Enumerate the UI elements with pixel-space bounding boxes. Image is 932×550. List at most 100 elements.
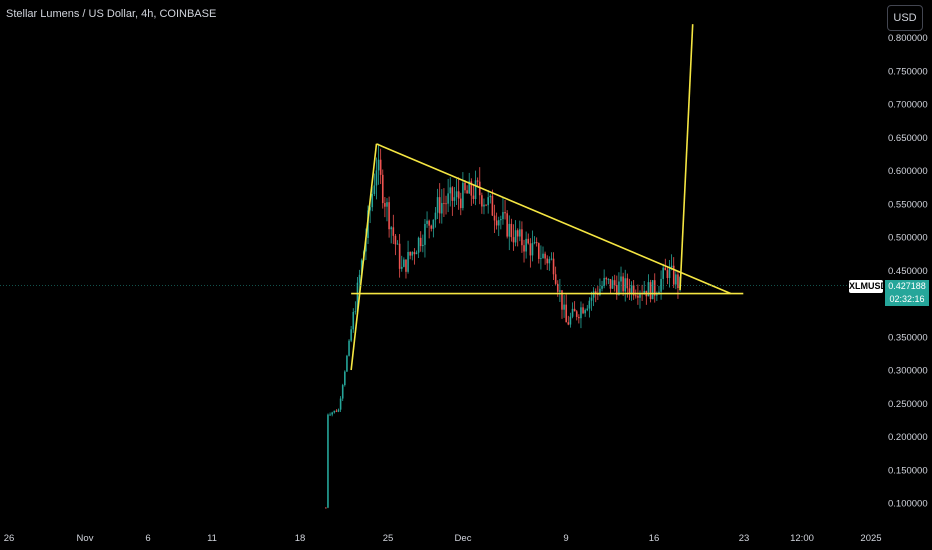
candle-body — [413, 252, 416, 255]
candle-body — [550, 258, 553, 260]
candle-body — [430, 225, 433, 229]
y-tick-label: 0.500000 — [888, 233, 928, 244]
candle-body — [624, 278, 627, 292]
candle-body — [660, 278, 662, 292]
candle-body — [563, 304, 565, 310]
candle-body — [618, 281, 620, 295]
candle-body — [647, 282, 650, 297]
candle-body — [632, 285, 635, 296]
candle-body — [626, 278, 629, 289]
candle-body — [512, 237, 515, 243]
candle-body — [656, 294, 658, 296]
candle-body — [443, 203, 445, 204]
candle-body — [668, 267, 671, 279]
candle-body — [675, 274, 677, 285]
candle-body — [327, 414, 329, 508]
candle-body — [548, 259, 551, 264]
upper-trendline[interactable] — [376, 143, 731, 295]
y-tick-label: 0.300000 — [888, 366, 928, 377]
y-tick-label: 0.250000 — [888, 399, 928, 410]
candle-body — [352, 311, 355, 330]
candle-body — [639, 293, 641, 298]
candle-body — [478, 181, 481, 196]
candle-body — [544, 253, 546, 259]
candle-body — [400, 266, 403, 269]
candle-body — [445, 203, 447, 205]
x-tick-label: 16 — [649, 533, 660, 544]
candle-body — [468, 181, 471, 194]
candle-body — [662, 267, 664, 279]
candle-body — [527, 238, 530, 244]
candle-body — [605, 277, 608, 280]
y-tick-label: 0.600000 — [888, 166, 928, 177]
candle-body — [609, 278, 612, 289]
candle-body — [546, 258, 549, 264]
candle-body — [449, 187, 452, 194]
x-tick-label: 25 — [383, 533, 394, 544]
flagpole-line[interactable] — [350, 143, 378, 371]
candle-body — [451, 187, 454, 201]
candle-body — [540, 258, 542, 259]
candle-body — [571, 308, 574, 317]
candle-body — [580, 307, 582, 319]
y-tick-label: 0.450000 — [888, 266, 928, 277]
candle-body — [405, 259, 407, 272]
candle-body — [542, 253, 544, 259]
candle-body — [379, 159, 382, 175]
candle-body — [390, 227, 393, 230]
candle-body — [584, 310, 586, 314]
candle-body — [588, 300, 591, 309]
candle-body — [394, 235, 397, 245]
candle-body — [354, 311, 357, 313]
y-tick-label: 0.350000 — [888, 332, 928, 343]
candle-body — [556, 283, 559, 292]
candle-body — [628, 288, 631, 294]
candle-body — [497, 220, 500, 226]
price-axis: 0.800000 0.750000 0.700000 0.650000 0.600000… — [888, 33, 928, 510]
candle-body — [403, 259, 405, 267]
candle-body — [447, 193, 449, 204]
candle-body — [453, 197, 456, 201]
candle-body — [586, 308, 589, 311]
candle-body — [643, 290, 646, 294]
candle-body — [554, 274, 557, 284]
candle-body — [348, 340, 350, 356]
candle-body — [489, 195, 492, 198]
candle-body — [356, 282, 359, 312]
y-tick-label: 0.750000 — [888, 66, 928, 77]
candle-body — [325, 507, 327, 509]
candle-body — [466, 190, 468, 194]
candle-body — [561, 290, 563, 310]
x-tick-label: 18 — [295, 533, 306, 544]
candle-body — [649, 282, 652, 300]
time-axis: 26 Nov 6 11 18 25 Dec 9 16 23 12:00 2025 — [4, 533, 882, 544]
candle-body — [594, 291, 597, 294]
projection-line[interactable] — [679, 24, 694, 291]
candle-body — [377, 159, 380, 171]
candle-body — [483, 204, 485, 207]
candle-body — [582, 307, 584, 314]
candle-body — [508, 223, 511, 237]
candle-body — [592, 291, 595, 298]
candle-body — [578, 316, 580, 319]
y-tick-label: 0.700000 — [888, 100, 928, 111]
candle-body — [630, 285, 633, 294]
candle-body — [417, 237, 420, 253]
candle-body — [514, 230, 517, 243]
candle-body — [409, 251, 411, 256]
candle-body — [411, 252, 414, 256]
candle-body — [567, 322, 570, 325]
candle-body — [373, 185, 376, 194]
candle-body — [616, 284, 618, 295]
candle-body — [672, 265, 675, 285]
candle-body — [407, 251, 409, 272]
candle-body — [481, 195, 483, 207]
last-price-value: 0.427188 — [885, 280, 929, 293]
currency-button[interactable]: USD — [887, 5, 923, 31]
candle-body — [375, 170, 378, 186]
candle-body — [651, 280, 654, 300]
candle-body — [529, 243, 532, 256]
candle-body — [344, 371, 346, 386]
